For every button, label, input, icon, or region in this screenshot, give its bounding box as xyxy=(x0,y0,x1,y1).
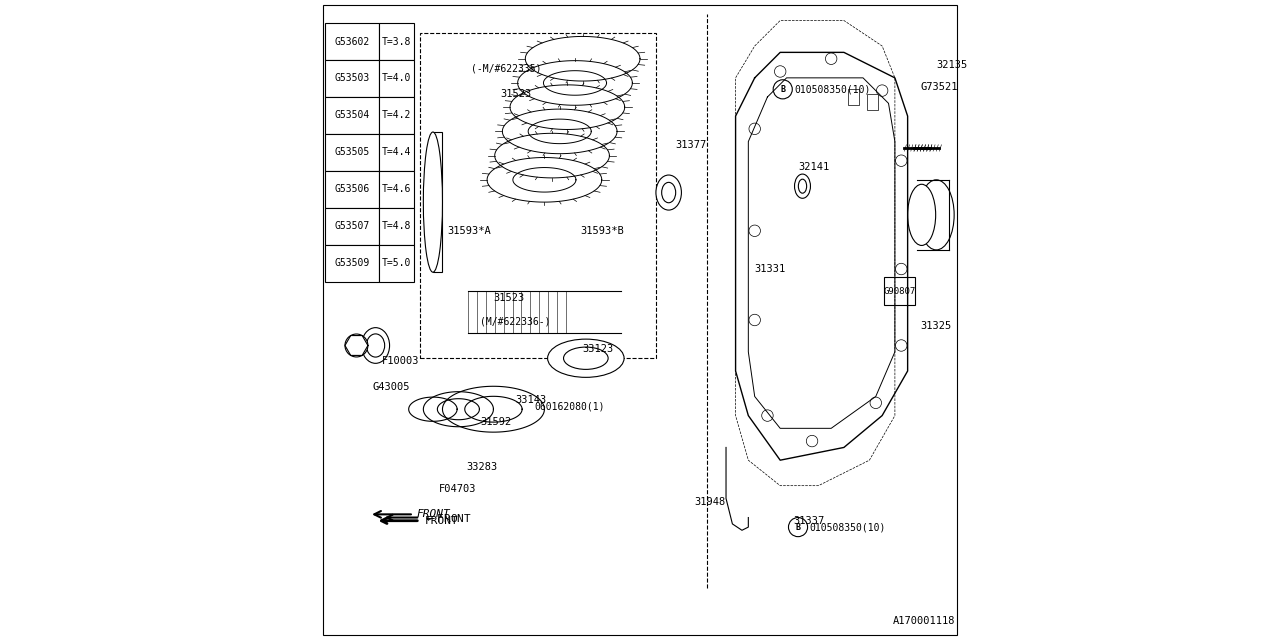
Circle shape xyxy=(870,397,882,408)
Text: G43005: G43005 xyxy=(372,382,410,392)
Bar xyxy=(325,171,379,208)
Text: G73521: G73521 xyxy=(920,83,957,92)
Bar xyxy=(325,208,379,245)
Text: T=3.8: T=3.8 xyxy=(381,36,411,47)
Text: G53509: G53509 xyxy=(334,259,370,268)
Text: T=4.2: T=4.2 xyxy=(381,111,411,120)
Text: F04703: F04703 xyxy=(439,484,476,494)
Text: FRONT: FRONT xyxy=(417,509,451,519)
Text: 31331: 31331 xyxy=(755,264,786,274)
Text: A170001118: A170001118 xyxy=(893,616,955,626)
Bar xyxy=(325,134,379,171)
Text: T=4.8: T=4.8 xyxy=(381,221,411,231)
Text: $\leftarrow$FRONT: $\leftarrow$FRONT xyxy=(424,511,472,524)
Text: T=4.4: T=4.4 xyxy=(381,147,411,157)
Ellipse shape xyxy=(548,339,625,378)
Text: 31337: 31337 xyxy=(792,516,824,525)
Circle shape xyxy=(346,334,367,357)
Text: 31523: 31523 xyxy=(500,89,531,99)
Bar xyxy=(325,97,379,134)
Bar xyxy=(379,134,413,171)
Ellipse shape xyxy=(799,179,806,193)
Text: G53503: G53503 xyxy=(334,74,370,83)
Ellipse shape xyxy=(563,347,608,369)
Bar xyxy=(325,23,379,60)
Text: 32141: 32141 xyxy=(797,162,829,172)
FancyBboxPatch shape xyxy=(868,95,878,109)
Text: G53602: G53602 xyxy=(334,36,370,47)
Ellipse shape xyxy=(361,328,389,364)
Circle shape xyxy=(877,85,888,97)
Text: 31523: 31523 xyxy=(494,292,525,303)
Circle shape xyxy=(806,435,818,447)
Text: (-M/#622335): (-M/#622335) xyxy=(471,63,541,74)
Text: 010508350(10): 010508350(10) xyxy=(809,522,886,532)
Text: 31593*A: 31593*A xyxy=(447,226,490,236)
Text: 33283: 33283 xyxy=(467,461,498,472)
Bar xyxy=(325,60,379,97)
Text: F10003: F10003 xyxy=(381,356,420,367)
Text: (M/#622336-): (M/#622336-) xyxy=(480,317,550,327)
Bar xyxy=(379,171,413,208)
Text: G53504: G53504 xyxy=(334,111,370,120)
Text: 31948: 31948 xyxy=(695,497,726,507)
Circle shape xyxy=(788,518,808,537)
Ellipse shape xyxy=(366,334,385,357)
Ellipse shape xyxy=(919,180,954,250)
Circle shape xyxy=(749,123,760,134)
Circle shape xyxy=(896,155,908,166)
Circle shape xyxy=(896,263,908,275)
Text: 31592: 31592 xyxy=(481,417,512,427)
Ellipse shape xyxy=(424,132,443,272)
Bar xyxy=(433,132,443,272)
Text: T=4.6: T=4.6 xyxy=(381,184,411,195)
Ellipse shape xyxy=(662,182,676,203)
Bar xyxy=(379,97,413,134)
Bar xyxy=(379,60,413,97)
Text: 010508350(10): 010508350(10) xyxy=(794,84,870,94)
Text: 33143: 33143 xyxy=(516,395,547,404)
Text: T=5.0: T=5.0 xyxy=(381,259,411,268)
Text: G53505: G53505 xyxy=(334,147,370,157)
Bar xyxy=(379,208,413,245)
Circle shape xyxy=(826,53,837,65)
Ellipse shape xyxy=(908,184,936,246)
Bar xyxy=(379,23,413,60)
Ellipse shape xyxy=(655,175,681,210)
Text: 31325: 31325 xyxy=(920,321,951,332)
Circle shape xyxy=(774,66,786,77)
Circle shape xyxy=(749,225,760,237)
Ellipse shape xyxy=(795,174,810,198)
Text: 32135: 32135 xyxy=(936,60,968,70)
Text: G90807: G90807 xyxy=(884,287,916,296)
FancyBboxPatch shape xyxy=(849,90,859,104)
Text: 31593*B: 31593*B xyxy=(580,226,625,236)
Bar xyxy=(379,245,413,282)
Text: 33123: 33123 xyxy=(582,344,614,354)
Text: B: B xyxy=(781,85,785,94)
Text: 060162080(1): 060162080(1) xyxy=(535,401,605,411)
Circle shape xyxy=(762,410,773,421)
Circle shape xyxy=(896,340,908,351)
Text: B: B xyxy=(796,523,800,532)
Text: 31377: 31377 xyxy=(675,140,707,150)
Bar xyxy=(325,245,379,282)
Text: FRONT: FRONT xyxy=(425,516,458,525)
Text: G53506: G53506 xyxy=(334,184,370,195)
Circle shape xyxy=(773,80,792,99)
Text: T=4.0: T=4.0 xyxy=(381,74,411,83)
Circle shape xyxy=(749,314,760,326)
Text: G53507: G53507 xyxy=(334,221,370,231)
FancyBboxPatch shape xyxy=(884,277,915,305)
